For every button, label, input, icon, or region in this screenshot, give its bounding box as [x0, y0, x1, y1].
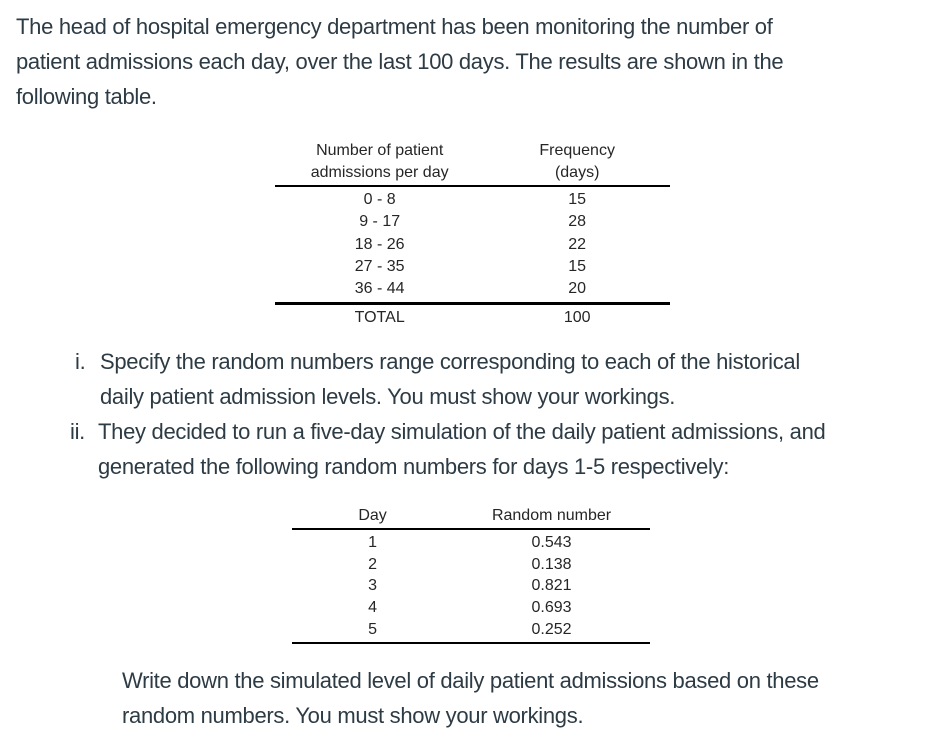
item-ii-marker: ii.	[70, 419, 85, 444]
random-table-body: 1 0.543 2 0.138 3 0.821 4 0.693 5 0.252	[292, 530, 650, 644]
table-row: 3 0.821	[292, 575, 650, 597]
random-number-cell: 0.543	[531, 534, 572, 551]
frequency-header-line-2: (days)	[554, 164, 600, 181]
item-ii-line-2: generated the following random numbers f…	[98, 454, 730, 479]
table-row: 2 0.138	[292, 554, 650, 576]
admissions-header-line-2: admissions per day	[310, 164, 449, 181]
frequency-cell: 15	[568, 257, 587, 275]
item-i-line-2: daily patient admission levels. You must…	[100, 384, 676, 409]
intro-line-3: following table.	[16, 84, 157, 109]
admissions-table-header: Number of patient admissions per day Fre…	[275, 140, 670, 187]
table-row: 5 0.252	[292, 619, 650, 641]
item-ii-lines: They decided to run a five-day simulatio…	[98, 414, 826, 484]
day-cell: 2	[368, 555, 377, 573]
total-row: TOTAL 100	[275, 302, 670, 329]
random-number-cell: 0.138	[531, 555, 572, 573]
admissions-header-line-1: Number of patient	[316, 142, 444, 159]
closing-line-2: random numbers. You must show your worki…	[122, 703, 584, 728]
table-row: 36 - 44 20	[275, 278, 670, 300]
day-cell: 1	[368, 534, 377, 551]
admissions-frequency-table: Number of patient admissions per day Fre…	[275, 140, 670, 329]
range-cell: 27 - 35	[354, 257, 405, 275]
range-cell: 18 - 26	[354, 235, 405, 253]
table-row: 0 - 8 15	[275, 189, 670, 211]
random-number-cell: 0.252	[531, 620, 572, 638]
frequency-cell: 15	[568, 191, 587, 208]
random-number-cell: 0.821	[531, 577, 572, 595]
table-row: 1 0.543	[292, 532, 650, 554]
day-cell: 5	[368, 620, 377, 638]
item-i-marker: i.	[75, 349, 86, 374]
table-row: 27 - 35 15	[275, 256, 670, 278]
day-cell: 4	[368, 599, 377, 617]
admissions-table-body: 0 - 8 15 9 - 17 28 18 - 26 22 27 - 35 15…	[275, 187, 670, 300]
item-i-line-1: Specify the random numbers range corresp…	[100, 349, 800, 374]
frequency-cell: 28	[568, 213, 587, 231]
frequency-header-line-1: Frequency	[539, 142, 615, 159]
intro-paragraph: The head of hospital emergency departmen…	[16, 9, 784, 114]
closing-paragraph: Write down the simulated level of daily …	[122, 663, 819, 733]
range-cell: 0 - 8	[363, 191, 396, 208]
item-i-lines: Specify the random numbers range corresp…	[100, 344, 800, 414]
range-cell: 9 - 17	[359, 213, 401, 231]
table-row: 9 - 17 28	[275, 211, 670, 233]
random-number-header-cell: Random number	[491, 507, 612, 524]
closing-line-1: Write down the simulated level of daily …	[122, 668, 819, 693]
question-item-ii: ii. They decided to run a five-day simul…	[70, 414, 826, 484]
total-label: TOTAL	[354, 309, 405, 327]
admissions-header-cell: Number of patient admissions per day	[275, 140, 484, 184]
total-value: 100	[563, 309, 591, 327]
day-cell: 3	[368, 577, 377, 595]
item-ii-line-1: They decided to run a five-day simulatio…	[98, 419, 826, 444]
day-header-cell: Day	[358, 507, 387, 524]
question-item-i: i. Specify the random numbers range corr…	[75, 344, 800, 414]
frequency-cell: 22	[568, 235, 587, 253]
table-row: 4 0.693	[292, 597, 650, 619]
frequency-header-cell: Frequency (days)	[484, 140, 670, 184]
frequency-cell: 20	[568, 280, 587, 298]
intro-line-1: The head of hospital emergency departmen…	[16, 14, 773, 39]
table-row: 18 - 26 22	[275, 234, 670, 256]
intro-line-2: patient admissions each day, over the la…	[16, 49, 784, 74]
random-number-cell: 0.693	[531, 599, 572, 617]
random-numbers-table: Day Random number 1 0.543 2 0.138 3 0.82…	[292, 505, 650, 644]
range-cell: 36 - 44	[354, 280, 405, 298]
random-table-header: Day Random number	[292, 505, 650, 530]
